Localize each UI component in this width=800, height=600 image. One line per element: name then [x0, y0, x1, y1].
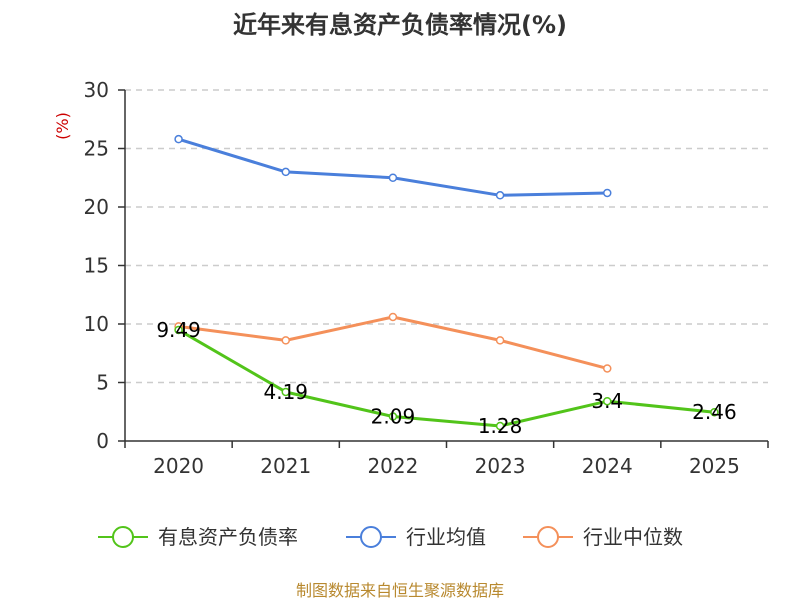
series-0-point-2022 — [388, 412, 398, 421]
series-line-1 — [178, 137, 608, 197]
chart-title: 近年来有息资产负债率情况(%) — [233, 11, 567, 39]
legend-item-1[interactable]: 行业均值 — [346, 525, 486, 549]
y-tick-label: 5 — [96, 371, 109, 395]
x-tick-label-2023: 2023 — [475, 454, 526, 478]
legend-swatch-marker-1 — [360, 526, 382, 548]
data-label-2020: 9.49 — [156, 318, 201, 342]
source-note: 制图数据来自恒生聚源数据库 — [296, 581, 504, 600]
series-group — [174, 134, 719, 431]
series-line-0 — [177, 328, 715, 428]
legend-label-2: 行业中位数 — [583, 525, 683, 549]
data-label-2025: 2.46 — [692, 400, 737, 424]
series-2-point-2024 — [603, 364, 612, 373]
series-0-point-2024 — [603, 396, 612, 406]
series-0-point-2021 — [281, 387, 290, 397]
series-0-point-2025 — [710, 407, 719, 417]
y-tick-label: 15 — [84, 254, 109, 278]
x-tick-label-2021: 2021 — [260, 454, 311, 478]
legend-label-1: 行业均值 — [406, 525, 486, 549]
y-tick-label: 25 — [84, 137, 109, 161]
legend-item-0[interactable]: 有息资产负债率 — [98, 525, 298, 549]
data-label-2021: 4.19 — [263, 380, 308, 404]
x-tick-label-2022: 2022 — [367, 454, 418, 478]
y-tick-label: 30 — [84, 78, 109, 102]
series-2-point-2021 — [281, 336, 290, 345]
series-1-point-2020 — [174, 134, 183, 144]
x-tick-label-2025: 2025 — [689, 454, 740, 478]
data-label-2024: 3.4 — [591, 389, 623, 413]
series-1-point-2023 — [495, 191, 505, 200]
x-tick-label-2024: 2024 — [582, 454, 633, 478]
series-0-point-2020 — [174, 325, 183, 335]
series-1-point-2021 — [281, 167, 290, 177]
series-1-point-2022 — [388, 173, 398, 182]
series-2-point-2023 — [495, 336, 505, 345]
x-tick-label-2020: 2020 — [153, 454, 204, 478]
data-label-2022: 2.09 — [371, 405, 416, 429]
y-tick-label: 0 — [96, 429, 109, 453]
legend-swatch-marker-0 — [112, 526, 134, 548]
series-1-point-2024 — [603, 188, 612, 198]
y-tick-label: 10 — [84, 312, 109, 336]
legend-label-0: 有息资产负债率 — [158, 525, 298, 549]
legend[interactable]: 有息资产负债率 行业均值 行业中位数 — [98, 525, 683, 549]
series-0-point-2023 — [495, 421, 505, 431]
data-label-2023: 1.28 — [478, 414, 523, 438]
series-2-point-2022 — [388, 312, 398, 322]
legend-swatch-marker-2 — [537, 526, 559, 548]
legend-item-2[interactable]: 行业中位数 — [523, 525, 683, 549]
grid-lines — [125, 89, 768, 384]
y-tick-label: 20 — [84, 195, 109, 219]
y-axis-unit-label: (%) — [53, 112, 72, 140]
data-labels: 9.49 4.19 2.09 1.28 3.4 2.46 — [156, 318, 736, 438]
